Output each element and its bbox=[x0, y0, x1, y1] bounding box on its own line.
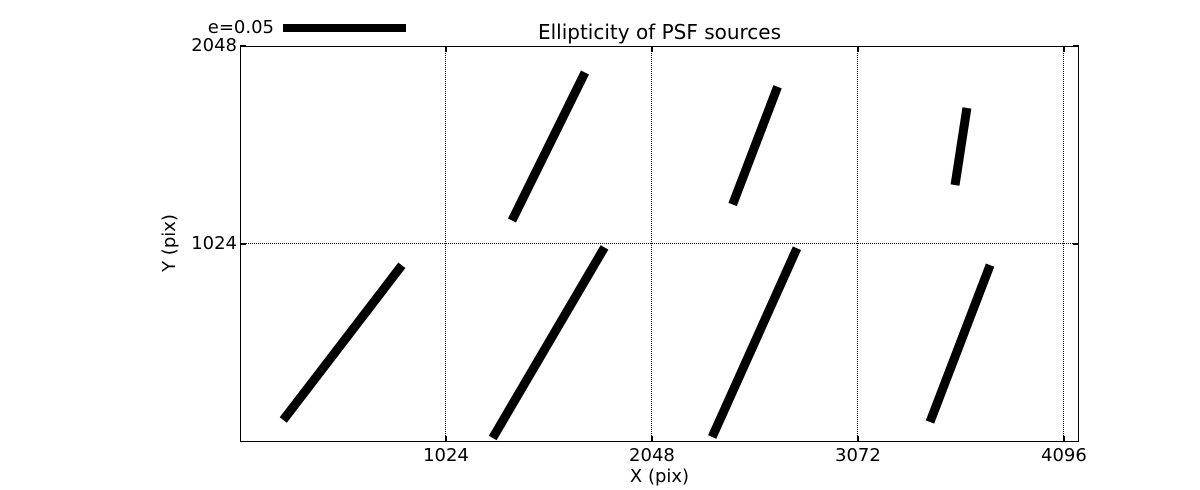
x-tick-top-3072 bbox=[857, 46, 859, 52]
x-tick-bottom-3072 bbox=[857, 435, 859, 442]
x-tick-label-4096: 4096 bbox=[1041, 445, 1087, 466]
x-tick-label-1024: 1024 bbox=[423, 445, 469, 466]
x-tick-label-3072: 3072 bbox=[835, 445, 881, 466]
x-tick-top-1024 bbox=[445, 46, 447, 52]
y-tick-label-2048: 2048 bbox=[191, 35, 237, 56]
legend-scale-bar bbox=[283, 24, 406, 32]
x-tick-bottom-4096 bbox=[1063, 435, 1065, 442]
y-tick-right-2048 bbox=[1073, 45, 1079, 47]
x-tick-top-2048 bbox=[651, 46, 653, 52]
grid-line-y-1024 bbox=[240, 243, 1079, 245]
x-tick-top-4096 bbox=[1063, 46, 1065, 52]
x-tick-bottom-2048 bbox=[651, 435, 653, 442]
y-tick-left-1024 bbox=[240, 243, 246, 245]
x-axis-label: X (pix) bbox=[629, 466, 690, 487]
x-tick-bottom-1024 bbox=[445, 435, 447, 442]
y-tick-left-2048 bbox=[240, 45, 246, 47]
y-tick-label-1024: 1024 bbox=[191, 232, 237, 254]
x-tick-label-2048: 2048 bbox=[629, 445, 675, 466]
chart-title: Ellipticity of PSF sources bbox=[537, 20, 782, 44]
y-tick-right-1024 bbox=[1073, 243, 1079, 245]
legend-label: e=0.05 bbox=[207, 17, 274, 38]
